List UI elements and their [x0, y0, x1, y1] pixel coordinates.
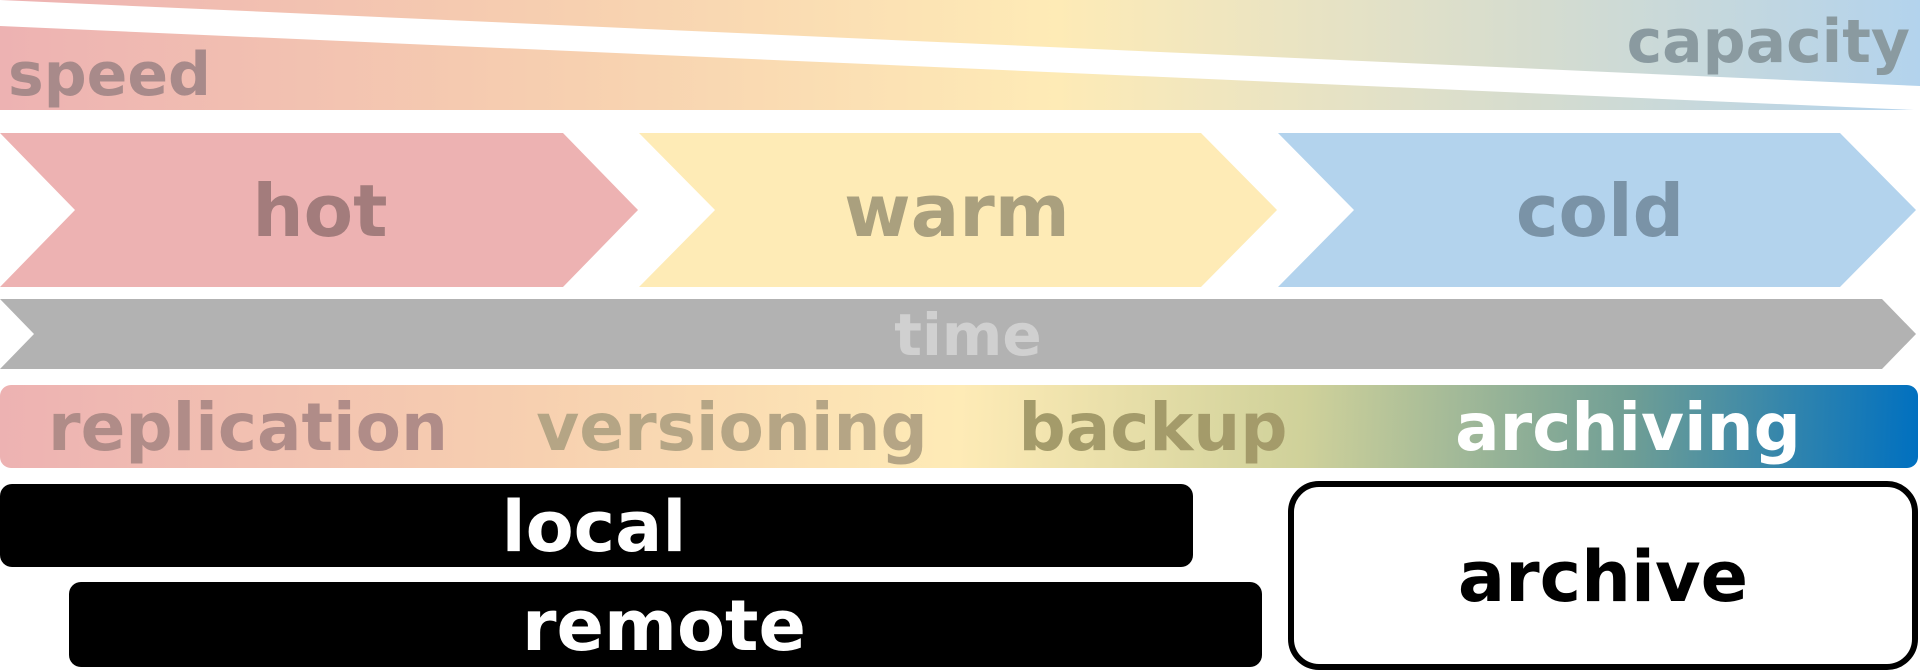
remote-storage-bar [69, 582, 1262, 667]
tier-hot-label: hot [252, 169, 387, 253]
archive-storage-box [1288, 481, 1918, 670]
time-label: time [894, 301, 1041, 369]
speed-label: speed [8, 40, 211, 110]
archive-storage-label: archive [1458, 536, 1748, 618]
capacity-wedge [0, 0, 1920, 86]
tier-hot-chevron [0, 133, 638, 287]
capacity-label: capacity [1627, 7, 1910, 77]
speed-wedge [0, 26, 1914, 110]
remote-storage-label: remote [522, 585, 806, 667]
process-archiving-label: archiving [1455, 389, 1801, 466]
process-replication-label: replication [48, 389, 448, 466]
local-storage-label: local [502, 486, 687, 568]
tier-warm-label: warm [844, 169, 1070, 253]
time-arrow [0, 299, 1916, 369]
tier-warm-chevron [639, 133, 1277, 287]
process-backup-label: backup [1018, 389, 1287, 466]
process-versioning-label: versioning [536, 389, 927, 466]
tier-cold-label: cold [1516, 169, 1684, 253]
tier-cold-chevron [1278, 133, 1916, 287]
process-band [0, 385, 1918, 468]
local-storage-bar [0, 484, 1193, 567]
